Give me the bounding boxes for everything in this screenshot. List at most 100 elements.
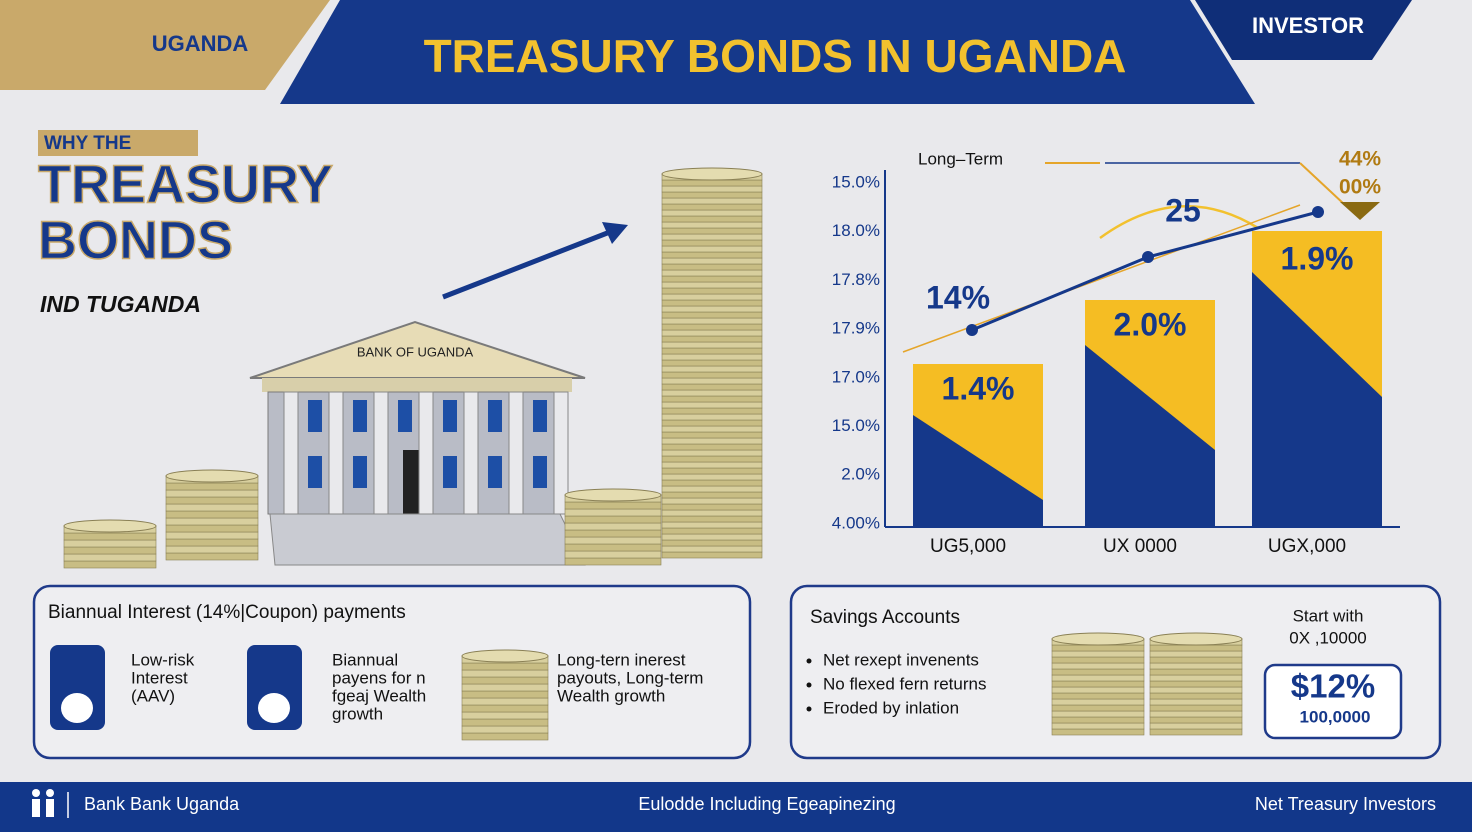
item-text: payouts, Long-term (557, 668, 703, 687)
coin (165, 489, 259, 498)
bullet-text: No flexed fern returns (823, 674, 986, 693)
coin (661, 197, 763, 205)
coin (1051, 668, 1145, 676)
coin (1051, 680, 1145, 688)
coin-top (1051, 632, 1145, 646)
coin (661, 539, 763, 547)
y-label: 15.0% (832, 172, 880, 191)
coin (1051, 650, 1145, 658)
category: UG5,000 (930, 536, 1006, 557)
panel-title: Savings Accounts (810, 607, 960, 628)
coin-stack (165, 469, 259, 561)
coin (661, 317, 763, 325)
coin (661, 221, 763, 229)
legend: Long–Term (918, 149, 1003, 168)
coin (461, 718, 549, 727)
bonds-panel (32, 584, 752, 760)
coin-top (165, 469, 259, 483)
coin (564, 543, 662, 552)
bar-label: 1.9% (1281, 240, 1354, 276)
coin (661, 443, 763, 451)
coin-top (661, 167, 763, 181)
coin (661, 305, 763, 313)
window (353, 456, 367, 488)
coin (661, 515, 763, 523)
bar-label: 1.4% (942, 370, 1015, 406)
item-text: (AAV) (131, 686, 175, 705)
column (553, 391, 569, 515)
coin (661, 287, 763, 295)
coin (564, 529, 662, 538)
coin (165, 503, 259, 512)
coin (1051, 656, 1145, 664)
coin (63, 539, 157, 548)
bar-shade (913, 415, 1043, 527)
window (398, 400, 412, 432)
coin (564, 536, 662, 545)
coin (1149, 704, 1243, 712)
coin (661, 449, 763, 457)
coin-stack (661, 167, 763, 559)
category: UX 0000 (1103, 536, 1177, 557)
person-icon (32, 799, 40, 817)
coin (661, 269, 763, 277)
badge: INVESTOR (1252, 13, 1364, 38)
coin (661, 227, 763, 235)
coin (661, 533, 763, 541)
coin (661, 413, 763, 421)
coin (661, 191, 763, 199)
growth-arrow (442, 227, 616, 300)
item-text: Wealth growth (557, 686, 665, 705)
coin (661, 347, 763, 355)
coin (63, 546, 157, 555)
steps (269, 513, 586, 566)
peak-label: 25 (1165, 192, 1201, 228)
column (373, 391, 389, 515)
kicker: WHY THE (44, 133, 131, 154)
coin (165, 538, 259, 547)
bullet (806, 658, 812, 664)
coin (1149, 662, 1243, 670)
title-band (280, 0, 1255, 104)
coin (1149, 644, 1243, 652)
y-label: 17.8% (832, 270, 880, 289)
coin (165, 517, 259, 526)
y-label: 2.0% (841, 465, 880, 484)
coin (661, 263, 763, 271)
coin (661, 473, 763, 481)
coin (461, 683, 549, 692)
coin (661, 275, 763, 283)
footer-center: Eulodde Including Egeapinezing (638, 794, 895, 814)
coin (1149, 656, 1243, 664)
window (308, 400, 322, 432)
coin (63, 553, 157, 562)
coin (661, 527, 763, 535)
coin (661, 395, 763, 403)
coin (165, 524, 259, 533)
person-icon (46, 789, 54, 797)
coin (564, 508, 662, 517)
coin (661, 455, 763, 463)
column (328, 391, 344, 515)
bar-shade (1252, 272, 1382, 527)
coin (1149, 668, 1243, 676)
coin (661, 365, 763, 373)
coin (564, 522, 662, 531)
window (533, 400, 547, 432)
coin (661, 467, 763, 475)
coin (1051, 710, 1145, 718)
window (488, 400, 502, 432)
bullet-text: Eroded by inlation (823, 698, 959, 717)
coin (1051, 674, 1145, 682)
coin (1149, 728, 1243, 736)
coin (661, 185, 763, 193)
coin (661, 323, 763, 331)
coin-stack (461, 649, 549, 741)
coin (661, 215, 763, 223)
coin (1051, 662, 1145, 670)
annotation: 44% (1339, 148, 1381, 171)
coin-top (461, 649, 549, 663)
peak-arc (1099, 205, 1259, 240)
column (508, 391, 524, 515)
coin (461, 704, 549, 713)
